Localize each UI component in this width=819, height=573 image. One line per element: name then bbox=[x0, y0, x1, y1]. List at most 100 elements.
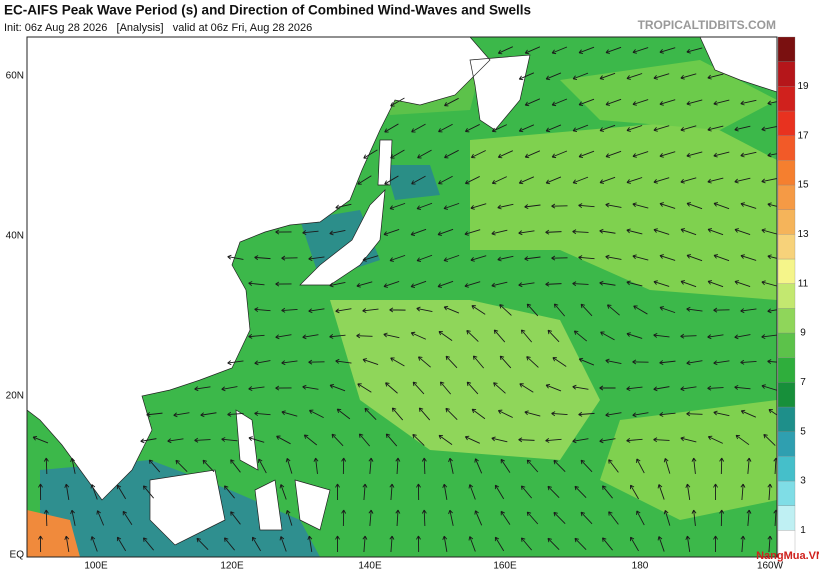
arrow bbox=[626, 177, 643, 184]
arrow bbox=[663, 510, 671, 526]
arrow bbox=[763, 433, 776, 446]
arrow bbox=[146, 412, 163, 417]
arrow bbox=[175, 459, 188, 472]
arrow bbox=[335, 203, 352, 210]
arrow bbox=[553, 459, 566, 472]
arrow bbox=[545, 383, 562, 392]
arrow bbox=[411, 175, 426, 185]
arrow bbox=[335, 358, 352, 364]
watermark: NangMua.VN bbox=[756, 550, 819, 562]
colorbar-step bbox=[777, 456, 796, 482]
arrow bbox=[357, 383, 372, 393]
arrow bbox=[605, 202, 622, 208]
arrow bbox=[464, 281, 481, 288]
arrow bbox=[633, 305, 648, 315]
colorbar-label: 9 bbox=[800, 328, 806, 339]
arrow bbox=[335, 308, 352, 314]
arrow bbox=[632, 254, 649, 261]
arrow bbox=[329, 384, 346, 392]
arrow bbox=[653, 73, 670, 80]
arrow bbox=[526, 511, 539, 525]
arrow bbox=[734, 385, 751, 390]
arrow bbox=[362, 255, 379, 262]
arrow bbox=[464, 176, 480, 185]
colorbar-step bbox=[777, 357, 796, 383]
arrow bbox=[90, 536, 98, 552]
arrow bbox=[526, 303, 539, 317]
arrow bbox=[285, 510, 293, 526]
arrow bbox=[719, 457, 725, 475]
arrow bbox=[439, 381, 452, 395]
arrow bbox=[194, 437, 211, 443]
arrow bbox=[202, 459, 215, 473]
colorbar-label: 3 bbox=[800, 476, 806, 487]
arrow bbox=[173, 412, 190, 418]
arrow bbox=[551, 203, 568, 209]
arrow bbox=[471, 305, 486, 315]
arrow bbox=[605, 254, 622, 260]
arrow bbox=[468, 536, 476, 552]
arrow bbox=[38, 483, 43, 501]
arrow bbox=[224, 537, 235, 551]
arrow bbox=[680, 333, 697, 339]
arrow bbox=[761, 334, 777, 340]
arrow bbox=[437, 228, 454, 236]
arrow bbox=[580, 459, 593, 473]
colorbar-step bbox=[777, 382, 796, 408]
arrow bbox=[491, 176, 507, 185]
arrow bbox=[605, 98, 622, 106]
arrow bbox=[653, 437, 670, 443]
arrow bbox=[553, 511, 566, 524]
arrow bbox=[148, 459, 161, 473]
arrow bbox=[341, 457, 347, 475]
arrow bbox=[302, 334, 319, 340]
arrow bbox=[416, 483, 421, 501]
arrow bbox=[599, 176, 616, 184]
arrow bbox=[421, 457, 427, 475]
arrow bbox=[686, 254, 703, 262]
arrow bbox=[248, 386, 265, 392]
arrow bbox=[520, 537, 533, 551]
arrow bbox=[497, 255, 514, 262]
arrow bbox=[196, 537, 209, 551]
arrow bbox=[470, 203, 487, 210]
arrow bbox=[713, 410, 730, 417]
arrow bbox=[341, 509, 347, 527]
arrow bbox=[657, 536, 665, 552]
arrow bbox=[524, 410, 541, 417]
arrow bbox=[578, 357, 595, 366]
colorbar-step bbox=[777, 36, 796, 62]
arrow bbox=[383, 332, 400, 339]
arrow bbox=[254, 411, 271, 417]
arrow bbox=[572, 281, 589, 287]
arrow bbox=[444, 97, 459, 107]
arrow bbox=[491, 281, 508, 288]
arrow bbox=[626, 228, 643, 235]
colorbar-step bbox=[777, 480, 796, 506]
arrow bbox=[248, 436, 265, 443]
arrow bbox=[547, 485, 560, 499]
arrow bbox=[574, 485, 587, 499]
arrow bbox=[254, 307, 271, 313]
arrow bbox=[499, 304, 512, 316]
arrow bbox=[383, 281, 400, 288]
arrow bbox=[329, 334, 346, 339]
arrow bbox=[735, 434, 750, 446]
arrow bbox=[632, 151, 649, 158]
arrow bbox=[740, 483, 746, 501]
arrow bbox=[713, 202, 730, 210]
arrow bbox=[659, 254, 676, 261]
arrow bbox=[626, 437, 643, 443]
map-area bbox=[27, 37, 777, 557]
arrow bbox=[64, 535, 70, 552]
colorbar-step bbox=[777, 258, 796, 284]
arrow bbox=[493, 382, 506, 394]
arrow bbox=[276, 435, 291, 445]
arrow bbox=[302, 384, 319, 390]
arrow bbox=[471, 408, 486, 420]
colorbar-label: 17 bbox=[797, 130, 809, 141]
arrow bbox=[680, 280, 697, 288]
arrow bbox=[767, 254, 777, 260]
arrow bbox=[761, 228, 777, 235]
arrow bbox=[518, 282, 535, 288]
